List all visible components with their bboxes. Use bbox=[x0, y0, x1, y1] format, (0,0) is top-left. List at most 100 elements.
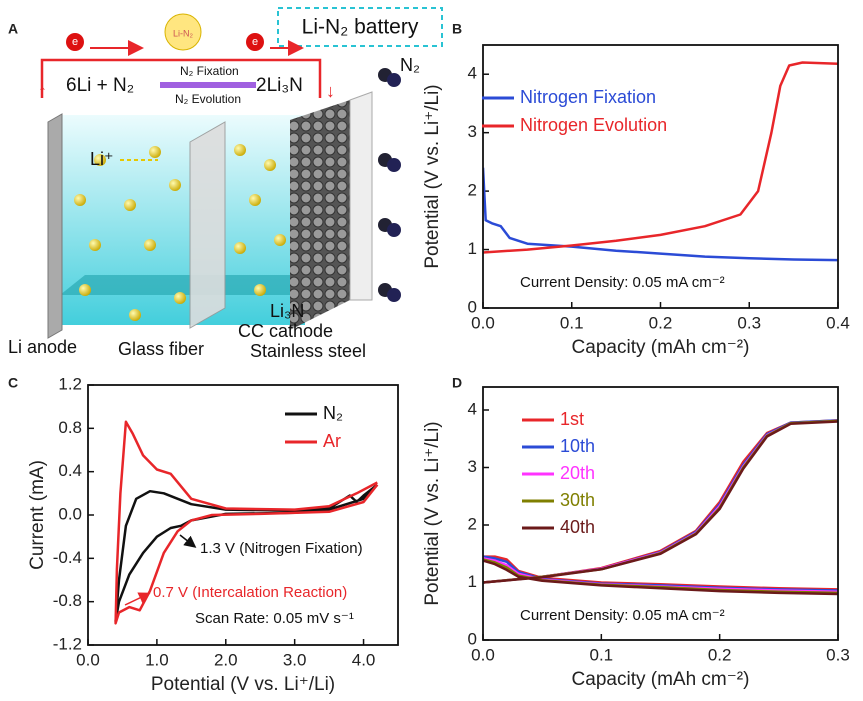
legend-label: 40th bbox=[560, 517, 595, 537]
panel-label: A bbox=[8, 21, 18, 37]
x-tick-label: 3.0 bbox=[283, 650, 307, 669]
arrow-up: ↑ bbox=[38, 81, 47, 101]
li-anode bbox=[47, 113, 63, 339]
legend-label: 20th bbox=[560, 463, 595, 483]
circuit bbox=[40, 58, 322, 98]
x-axis-label: Capacity (mAh cm⁻²) bbox=[572, 669, 750, 690]
panel-label: C bbox=[8, 375, 18, 391]
legend-label: 10th bbox=[560, 436, 595, 456]
y-tick-label: 4 bbox=[468, 64, 477, 83]
panel-label: B bbox=[452, 21, 462, 37]
legend-label: Ar bbox=[323, 431, 341, 451]
y-tick-label: -0.4 bbox=[53, 548, 82, 567]
x-tick-label: 2.0 bbox=[214, 650, 238, 669]
cathode bbox=[290, 100, 350, 330]
series-line bbox=[483, 61, 838, 254]
x-tick-label: 0.1 bbox=[590, 645, 614, 664]
x-tick-label: 1.0 bbox=[145, 650, 169, 669]
y-tick-label: 2 bbox=[468, 181, 477, 200]
part-label: CC cathode bbox=[238, 321, 333, 341]
legend-label: Nitrogen Fixation bbox=[520, 87, 656, 107]
li-ions bbox=[74, 144, 286, 321]
y-axis-label: Potential (V vs. Li⁺/Li) bbox=[422, 84, 443, 268]
y-tick-label: 1.2 bbox=[58, 374, 82, 393]
series-line bbox=[483, 167, 838, 262]
annotation: 0.7 V (Intercalation Reaction) bbox=[153, 584, 347, 601]
x-tick-label: 0.2 bbox=[649, 313, 673, 332]
annotation: Scan Rate: 0.05 mV s⁻¹ bbox=[195, 610, 354, 627]
panel-label: D bbox=[452, 375, 462, 391]
electron-icon bbox=[246, 33, 264, 51]
chart: C 0.0 1.0 2.0 3.0 4.0 -1.2 -0.8 -0.4 0.0 0.4 0.8 1.2… bbox=[8, 374, 399, 695]
x-tick-label: 0.3 bbox=[737, 313, 761, 332]
legend-label: 30th bbox=[560, 490, 595, 510]
arrow-down: ↓ bbox=[326, 81, 335, 101]
plot bbox=[114, 420, 379, 625]
plot-frame bbox=[482, 386, 839, 641]
separator bbox=[189, 121, 226, 329]
reaction-backward: N₂ Evolution bbox=[175, 92, 241, 106]
x-axis-label: Capacity (mAh cm⁻²) bbox=[572, 337, 750, 358]
chart: B 0.0 0.1 0.2 0.3 0.4 0 1 2 3 4 Capacity (mAh cm⁻²)… bbox=[422, 21, 850, 358]
x-tick-label: 0.1 bbox=[560, 313, 584, 332]
product-label: Li₃N bbox=[270, 301, 304, 321]
y-tick-label: -0.8 bbox=[53, 591, 82, 610]
y-tick-label: 1 bbox=[468, 239, 477, 258]
y-tick-label: 0 bbox=[468, 297, 477, 316]
y-tick-label: -1.2 bbox=[53, 634, 82, 653]
ion-label: Li⁺ bbox=[90, 149, 114, 169]
annotation: Current Density: 0.05 mA cm⁻² bbox=[520, 607, 725, 624]
y-tick-label: 2 bbox=[468, 514, 477, 533]
diagram-title: Li-N₂ battery bbox=[302, 16, 419, 39]
annotation: 1.3 V (Nitrogen Fixation) bbox=[200, 540, 363, 557]
series-line bbox=[483, 420, 838, 596]
y-tick-label: 0.0 bbox=[58, 504, 82, 523]
y-tick-label: 0 bbox=[468, 629, 477, 648]
y-tick-label: 0.4 bbox=[58, 461, 82, 480]
electron-label: e bbox=[72, 36, 78, 48]
y-tick-label: 3 bbox=[468, 122, 477, 141]
n2-molecules bbox=[378, 68, 401, 302]
x-tick-label: 0.0 bbox=[471, 645, 495, 664]
x-tick-label: 4.0 bbox=[352, 650, 376, 669]
x-tick-label: 0.0 bbox=[76, 650, 100, 669]
legend-label: N₂ bbox=[323, 403, 343, 423]
x-tick-label: 0.3 bbox=[826, 645, 850, 664]
part-label: Li anode bbox=[8, 337, 77, 357]
part-label: Glass fiber bbox=[118, 339, 204, 359]
chart: D 0.0 0.1 0.2 0.3 0 1 2 3 4 Capacity (mAh cm⁻²) Pot… bbox=[422, 375, 850, 690]
y-axis-label: Current (mA) bbox=[27, 460, 48, 570]
reaction-arrow bbox=[160, 82, 256, 88]
legend-label: 1st bbox=[560, 409, 584, 429]
gas-label: N₂ bbox=[400, 55, 420, 75]
y-tick-label: 1 bbox=[468, 572, 477, 591]
plot-frame bbox=[87, 384, 399, 646]
bulb bbox=[164, 13, 202, 51]
x-tick-label: 0.0 bbox=[471, 313, 495, 332]
x-tick-label: 0.4 bbox=[826, 313, 850, 332]
pointer bbox=[124, 592, 151, 606]
reaction-left: 6Li + N₂ bbox=[66, 75, 134, 96]
y-tick-label: 0.8 bbox=[58, 418, 82, 437]
plot-frame bbox=[482, 44, 839, 309]
x-tick-label: 0.2 bbox=[708, 645, 732, 664]
plot bbox=[483, 419, 838, 596]
part-label: Stainless steel bbox=[250, 341, 366, 361]
x-axis-label: Potential (V vs. Li⁺/Li) bbox=[151, 674, 335, 695]
electrolyte bbox=[60, 115, 305, 325]
pointer bbox=[179, 534, 197, 548]
bulb-label: Li-N₂ bbox=[173, 28, 194, 38]
series-line bbox=[114, 420, 379, 625]
title-box bbox=[277, 7, 443, 47]
y-axis-label: Potential (V vs. Li⁺/Li) bbox=[422, 421, 443, 605]
y-tick-label: 4 bbox=[468, 399, 477, 418]
electron-label: e bbox=[252, 36, 258, 48]
reaction-right: 2Li₃N bbox=[256, 75, 303, 96]
y-tick-label: 3 bbox=[468, 457, 477, 476]
annotation: Current Density: 0.05 mA cm⁻² bbox=[520, 274, 725, 291]
electron-icon bbox=[66, 33, 84, 51]
reaction-forward: N₂ Fixation bbox=[180, 64, 239, 78]
diagram: A Li-N₂ battery e e Li-N₂ 6Li + N₂ N₂ Fi… bbox=[8, 7, 443, 361]
plot bbox=[483, 61, 838, 262]
